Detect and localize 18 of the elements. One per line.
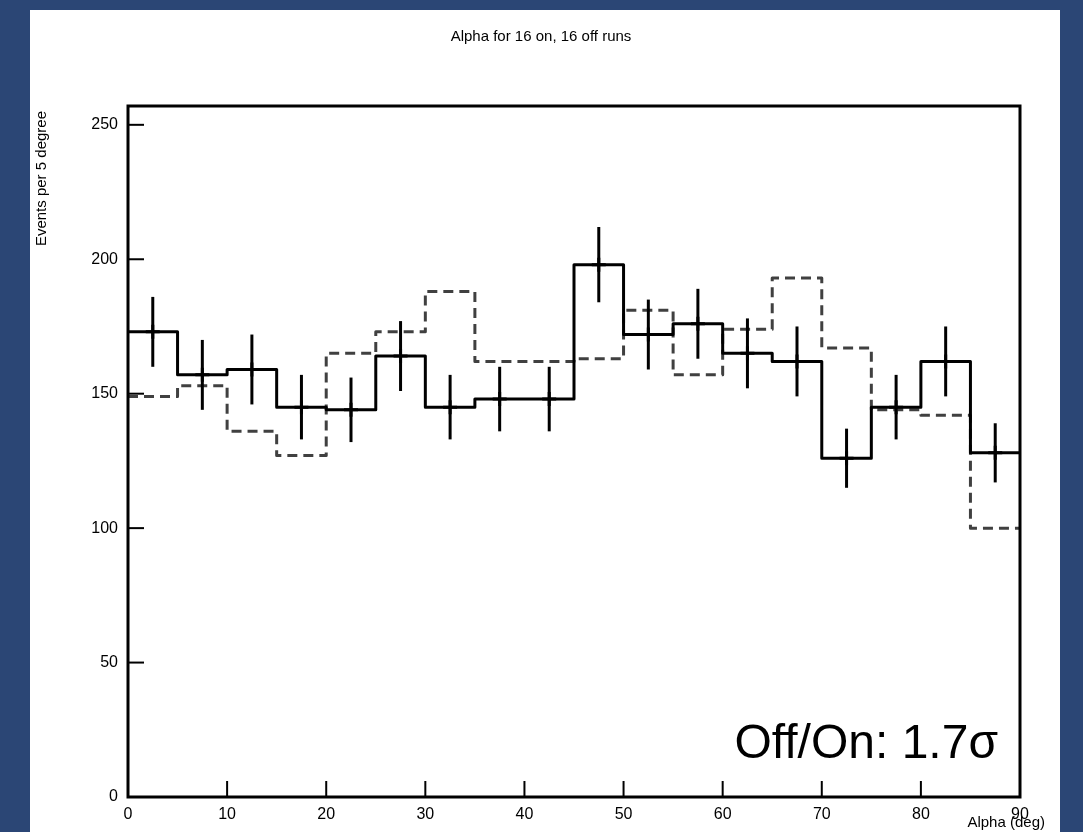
x-tick-label: 10: [218, 805, 237, 823]
y-tick-label: 100: [91, 518, 119, 536]
y-tick-label: 50: [100, 652, 119, 670]
y-tick-label: 0: [109, 787, 119, 805]
x-tick-label: 20: [317, 805, 336, 823]
y-tick-label: 250: [91, 115, 119, 133]
x-tick-label: 50: [614, 805, 633, 823]
y-tick-label: 200: [91, 249, 119, 267]
x-tick-label: 70: [812, 805, 831, 823]
x-tick-label: 30: [416, 805, 435, 823]
x-tick-label: 0: [123, 805, 133, 823]
y-tick-label: 150: [91, 384, 119, 402]
y-axis-title: Events per 5 degree: [32, 111, 50, 247]
x-tick-label: 80: [911, 805, 930, 823]
chart-title: Alpha for 16 on, 16 off runs: [450, 27, 632, 45]
x-tick-label: 40: [515, 805, 534, 823]
annotation: Off/On: 1.7σ: [734, 715, 998, 769]
x-tick-label: 60: [713, 805, 732, 823]
